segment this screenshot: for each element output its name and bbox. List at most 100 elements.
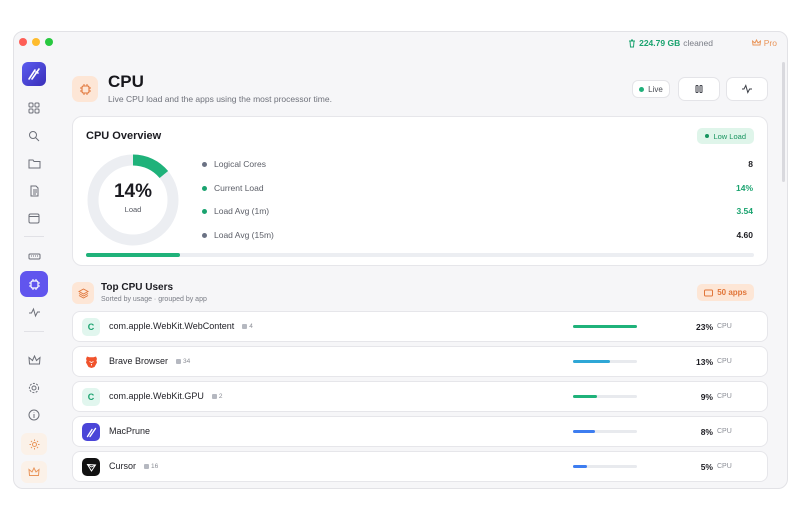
app-logo[interactable] <box>22 62 46 86</box>
activity-view-button[interactable] <box>726 77 768 101</box>
crown-icon <box>751 39 761 46</box>
app-name-group: com.apple.WebKit.GPU 2 <box>109 391 223 401</box>
apps-count-label: 50 apps <box>717 288 747 297</box>
stat-current-load: Current Load 14% <box>202 181 753 195</box>
macprune-logo-icon <box>28 68 40 80</box>
process-count-icon <box>242 323 248 329</box>
stat-bullet <box>202 208 207 214</box>
usage-unit: CPU <box>717 323 732 330</box>
process-count-value: 4 <box>249 322 253 330</box>
app-name: Brave Browser <box>109 356 169 366</box>
minimize-window-button[interactable] <box>32 38 40 46</box>
stat-bullet <box>202 161 207 167</box>
app-window: 224.79 GB cleaned Pro <box>13 31 788 489</box>
load-progress-fill <box>86 253 180 257</box>
nav-search[interactable] <box>24 126 44 146</box>
usage-unit: CPU <box>717 463 732 470</box>
sidebar-divider <box>24 331 44 332</box>
load-donut-arc <box>87 154 179 246</box>
sun-icon <box>29 439 39 449</box>
folder-icon <box>28 159 40 168</box>
nav-memory[interactable] <box>24 246 44 266</box>
layers-icon <box>77 287 89 299</box>
load-progress-bar <box>86 253 754 257</box>
top-users-icon-box <box>72 282 94 304</box>
live-dot <box>639 86 645 92</box>
nav-folders[interactable] <box>24 153 44 173</box>
nav-info[interactable] <box>24 405 44 425</box>
pro-badge[interactable]: Pro <box>751 38 777 48</box>
document-icon <box>30 185 38 197</box>
usage-unit: CPU <box>717 393 732 400</box>
process-count-icon <box>211 393 217 399</box>
process-row[interactable]: Cursor 16 5% CPU <box>72 451 768 482</box>
app-name-group: Brave Browser 34 <box>109 356 190 366</box>
scrollbar[interactable] <box>782 62 785 182</box>
stat-load-avg-15m: Load Avg (15m) 4.60 <box>202 228 753 242</box>
apps-count-badge[interactable]: 50 apps <box>697 284 754 301</box>
process-count-value: 16 <box>151 462 159 470</box>
top-users-subtitle: Sorted by usage · grouped by app <box>101 296 207 303</box>
trash-icon <box>629 39 636 47</box>
stat-logical-cores: Logical Cores 8 <box>202 157 753 171</box>
memory-icon <box>28 253 40 259</box>
process-row[interactable]: Brave Browser 34 13% CPU <box>72 346 768 377</box>
process-count-value: 2 <box>218 392 223 400</box>
process-row[interactable]: MacPrune 8% CPU <box>72 416 768 447</box>
activity-icon <box>28 307 40 317</box>
app-initial-icon: C <box>82 318 100 336</box>
nav-windows[interactable] <box>24 208 44 228</box>
crown-icon <box>28 467 40 476</box>
close-window-button[interactable] <box>19 38 27 46</box>
brave-icon <box>82 353 100 371</box>
nav-premium[interactable] <box>24 350 44 370</box>
main-content: CPU Live CPU load and the apps using the… <box>72 54 768 488</box>
app-initial-icon: C <box>82 388 100 406</box>
process-count: 34 <box>176 358 190 365</box>
cpu-overview-card: CPU Overview Low Load 14% Load Logical C… <box>72 116 768 266</box>
stat-value: 3.54 <box>736 206 753 216</box>
app-name-group: MacPrune <box>109 426 150 436</box>
cleaned-indicator: 224.79 GB cleaned <box>628 38 713 48</box>
nav-cpu[interactable] <box>20 271 48 297</box>
stat-bullet <box>202 232 207 238</box>
top-users-title: Top CPU Users <box>101 282 174 293</box>
info-icon <box>28 409 40 421</box>
app-name: Cursor <box>109 461 137 471</box>
nav-settings[interactable] <box>24 378 44 398</box>
nav-activity[interactable] <box>24 302 44 322</box>
load-status-badge: Low Load <box>697 128 754 144</box>
theme-toggle[interactable] <box>21 433 47 455</box>
usage-bar <box>573 430 637 433</box>
stat-value: 8 <box>748 159 753 169</box>
pro-label: Pro <box>763 38 777 48</box>
dashboard-icon <box>28 102 40 114</box>
status-dot <box>705 134 710 138</box>
usage-percent: 8% <box>700 427 713 437</box>
zoom-window-button[interactable] <box>45 38 53 46</box>
process-count-icon <box>176 358 182 364</box>
pause-button[interactable] <box>678 77 720 101</box>
search-icon <box>29 131 40 142</box>
page-title: CPU <box>108 72 144 91</box>
cleaned-value: 224.79 GB <box>639 38 681 48</box>
title-bar: 224.79 GB cleaned Pro <box>14 32 787 54</box>
upgrade-button[interactable] <box>21 461 47 483</box>
stat-bullet <box>202 185 207 191</box>
sidebar-divider <box>24 236 44 237</box>
app-name: com.apple.WebKit.GPU <box>109 391 204 401</box>
usage-bar <box>573 465 637 468</box>
nav-documents[interactable] <box>24 181 44 201</box>
load-label: Load <box>124 205 142 214</box>
usage-percent: 23% <box>695 322 713 332</box>
process-count: 4 <box>242 323 253 330</box>
cursor-icon <box>82 458 100 476</box>
sidebar <box>14 54 54 488</box>
nav-dashboard[interactable] <box>24 98 44 118</box>
live-label: Live <box>648 84 663 94</box>
live-indicator: Live <box>632 80 670 98</box>
usage-bar-fill <box>573 430 596 433</box>
usage-bar-fill <box>573 395 598 398</box>
